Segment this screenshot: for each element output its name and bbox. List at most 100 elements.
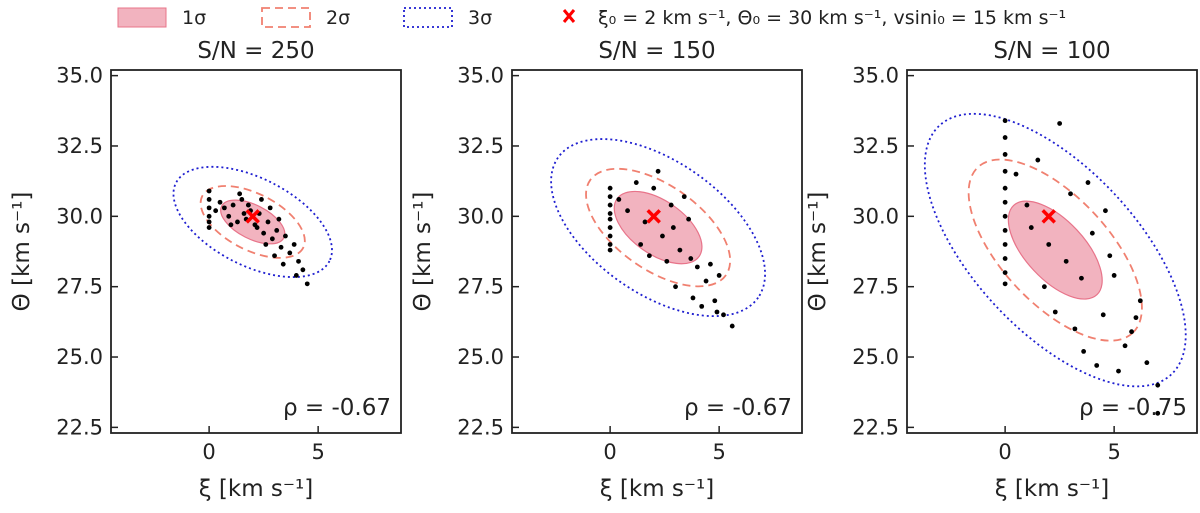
truth-marker <box>245 209 260 224</box>
data-point <box>259 197 264 202</box>
data-point <box>1041 284 1047 290</box>
data-point <box>206 188 212 194</box>
chart-panel-1: S/N = 250 22.5 25.0 27.5 30.0 32.5 35.0 0 5 ξ [km… <box>9 38 402 502</box>
y-tick-label: 30.0 <box>56 204 103 228</box>
data-point <box>1002 118 1008 124</box>
y-tick-label: 30.0 <box>852 204 899 228</box>
data-point <box>278 244 284 250</box>
y-axis-label: Θ [km s⁻¹] <box>805 192 831 312</box>
data-point <box>699 303 705 309</box>
data-point <box>1035 157 1041 163</box>
correlation-annotation: ρ = -0.67 <box>283 395 391 421</box>
ellipse-2sigma <box>199 185 306 259</box>
data-point <box>633 180 639 185</box>
x-axis-label: ξ [km s⁻¹] <box>995 476 1109 502</box>
data-point <box>1072 326 1078 332</box>
data-point <box>1094 363 1100 368</box>
data-point <box>1111 273 1117 278</box>
data-point <box>1089 230 1095 236</box>
data-point <box>664 258 670 264</box>
data-point <box>651 185 657 191</box>
data-point <box>688 256 694 261</box>
data-point <box>230 202 236 208</box>
truth-marker <box>646 209 661 224</box>
data-point <box>681 194 687 200</box>
data-point <box>607 194 613 200</box>
data-point <box>213 208 219 214</box>
data-point <box>265 219 271 225</box>
data-points <box>607 168 735 329</box>
data-point <box>1133 315 1139 321</box>
data-point <box>607 225 613 230</box>
y-tick-label: 27.5 <box>457 275 504 299</box>
data-point <box>1028 225 1034 230</box>
data-point <box>1057 121 1063 126</box>
data-point <box>1079 275 1084 281</box>
y-tick-label: 22.5 <box>852 415 899 439</box>
data-point <box>287 250 293 256</box>
data-point <box>280 261 286 267</box>
data-point <box>716 273 722 278</box>
data-point <box>607 211 613 216</box>
y-tick-label: 27.5 <box>852 275 899 299</box>
data-point <box>1002 152 1008 157</box>
data-point <box>1129 329 1134 335</box>
data-point <box>694 264 700 270</box>
data-point <box>1122 343 1128 349</box>
y-tick-label: 32.5 <box>457 134 504 158</box>
data-points <box>206 188 310 287</box>
data-point <box>269 236 275 242</box>
data-point <box>1002 242 1008 247</box>
data-point <box>300 267 306 273</box>
data-point <box>714 309 720 315</box>
legend-swatch-1sigma <box>117 7 167 28</box>
data-point <box>712 298 718 304</box>
data-point <box>254 225 260 230</box>
x-tick-label: 5 <box>1107 440 1120 464</box>
data-point <box>638 242 644 247</box>
data-point <box>1155 410 1161 416</box>
data-point <box>283 233 288 239</box>
data-point <box>235 219 240 225</box>
legend-swatch-2sigma <box>261 7 311 28</box>
truth-marker <box>1041 209 1056 224</box>
correlation-annotation: ρ = -0.67 <box>684 395 792 421</box>
data-point <box>668 202 674 208</box>
y-tick-label: 27.5 <box>56 275 103 299</box>
data-point <box>1103 208 1108 214</box>
data-point <box>1013 171 1019 177</box>
data-point <box>1002 213 1008 219</box>
data-point <box>1002 168 1008 174</box>
data-point <box>729 323 735 329</box>
panels: S/N = 250 22.5 25.0 27.5 30.0 32.5 35.0 0 5 ξ [km… <box>9 38 1198 502</box>
data-point <box>708 261 713 267</box>
data-point <box>1063 258 1069 264</box>
data-point <box>1002 135 1008 140</box>
data-point <box>646 253 652 259</box>
data-point <box>304 281 310 287</box>
data-point <box>296 258 301 264</box>
data-point <box>642 219 648 225</box>
data-point <box>228 222 234 228</box>
data-point <box>1046 242 1052 247</box>
y-axis-label: Θ [km s⁻¹] <box>410 192 436 312</box>
data-point <box>226 213 232 219</box>
y-tick-label: 22.5 <box>56 415 103 439</box>
chart-panel-2: S/N = 150 22.5 25.0 27.5 30.0 32.5 35.0 0 5 ξ [km… <box>410 38 803 502</box>
chart-panel-3: S/N = 100 22.5 25.0 27.5 30.0 32.5 35.0 0 5 ξ [km… <box>805 38 1198 502</box>
data-point <box>1085 180 1091 185</box>
x-axis-label: ξ [km s⁻¹] <box>199 476 313 502</box>
data-point <box>625 208 630 214</box>
data-point <box>670 225 676 230</box>
data-point <box>1052 309 1058 315</box>
y-tick-label: 30.0 <box>457 204 504 228</box>
data-point <box>686 216 692 222</box>
data-point <box>1002 270 1008 276</box>
chart-title: S/N = 100 <box>993 38 1110 64</box>
chart-title: S/N = 250 <box>197 38 314 64</box>
data-point <box>1002 256 1008 261</box>
legend-label-1sigma: 1σ <box>182 7 206 29</box>
data-point <box>263 242 269 247</box>
data-point <box>276 216 282 222</box>
